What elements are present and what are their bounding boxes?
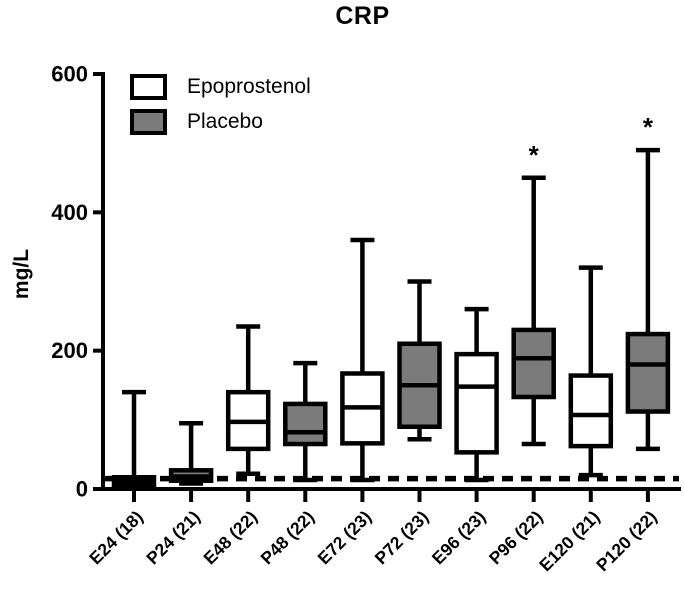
significance-asterisk: *: [529, 140, 540, 170]
x-tick-label: E96 (23): [428, 507, 490, 569]
chart-title: CRP: [335, 2, 390, 30]
x-tick-label: E48 (22): [199, 507, 261, 569]
iqr-box: [454, 351, 499, 455]
iqr-box: [625, 331, 671, 414]
legend-label-epoprostenol: Epoprostenol: [187, 75, 311, 98]
x-tick-label: E24 (18): [85, 507, 147, 569]
y-tick-label: 400: [51, 200, 88, 225]
y-tick-label: 0: [76, 477, 88, 502]
boxplot-e48-22: [225, 324, 271, 477]
boxplot-e120-21: [568, 265, 614, 478]
boxplot-p120-22: *: [625, 112, 671, 452]
boxplot-p24-21: [168, 421, 214, 486]
axes: 0 200 400 600 E24 (18)P24 (21)E48 (22)P48 (2…: [51, 62, 681, 575]
boxplot-e72-23: [340, 237, 385, 483]
x-tick-label: E120 (21): [535, 507, 603, 575]
significance-asterisk: *: [643, 112, 654, 142]
iqr-box: [568, 373, 614, 449]
iqr-box: [511, 327, 556, 400]
epoprostenol-swatch-icon: [130, 74, 167, 100]
y-tick-label: 200: [51, 338, 88, 363]
boxplot-e24-18: [111, 389, 157, 488]
boxplot-e96-23: [454, 306, 499, 483]
legend: Epoprostenol Placebo: [130, 74, 311, 144]
iqr-box: [283, 401, 328, 447]
placebo-swatch-icon: [130, 109, 167, 135]
boxplot-p72-23: [397, 279, 442, 442]
x-tick-label: P120 (22): [592, 507, 660, 575]
x-tick-label: P48 (22): [257, 507, 319, 569]
y-tick-label: 600: [51, 62, 88, 87]
x-tick-label: P24 (21): [142, 507, 204, 569]
x-tick-label: P72 (23): [371, 507, 433, 569]
boxplot-p48-22: [283, 360, 328, 483]
boxplot-p96-22: *: [511, 140, 556, 447]
legend-row-epoprostenol: Epoprostenol: [130, 74, 311, 100]
legend-label-placebo: Placebo: [187, 110, 263, 133]
legend-row-placebo: Placebo: [130, 109, 311, 135]
x-tick-label: E72 (23): [314, 507, 376, 569]
